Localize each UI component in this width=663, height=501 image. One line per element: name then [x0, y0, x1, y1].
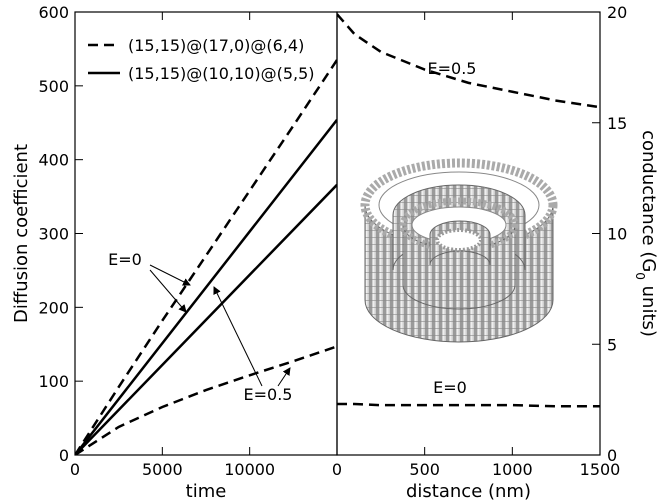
- plot-area: [75, 59, 337, 455]
- y2-tick-label: 20: [607, 3, 627, 22]
- y2-tick-label: 10: [607, 225, 627, 244]
- annotation: E=0: [433, 378, 467, 397]
- x-tick-label: 1500: [580, 460, 621, 479]
- y-tick-label: 100: [38, 372, 69, 391]
- y2-axis-title: conductance (G0 units): [633, 130, 659, 337]
- annotation-arrow: [213, 286, 263, 387]
- annotation: E=0.5: [244, 385, 293, 404]
- x-tick-label: 1000: [492, 460, 533, 479]
- annotation-arrow: [149, 264, 191, 286]
- y-tick-label: 300: [38, 225, 69, 244]
- x-tick-label: 0: [332, 460, 342, 479]
- data-line: [337, 13, 600, 109]
- annotation-arrow: [277, 367, 291, 387]
- x-tick-label: 500: [409, 460, 440, 479]
- nanotube-illustration: [360, 158, 558, 343]
- legend-label: (15,15)@(10,10)@(5,5): [128, 64, 315, 83]
- y2-tick-label: 15: [607, 114, 627, 133]
- x-tick-label: 0: [70, 460, 80, 479]
- annotation: E=0.5: [428, 59, 477, 78]
- y-axis-title: Diffusion coefficient: [11, 144, 32, 323]
- annotation-arrow: [149, 269, 187, 313]
- data-line: [75, 59, 337, 455]
- data-line: [337, 402, 600, 408]
- data-line: [75, 345, 337, 455]
- y2-tick-label: 0: [607, 446, 617, 465]
- x-tick-label: 5000: [142, 460, 183, 479]
- y2-axis-title-part: 0: [633, 272, 647, 280]
- y-tick-label: 500: [38, 77, 69, 96]
- data-line: [75, 119, 337, 455]
- y2-axis-title-part: conductance (G: [638, 130, 659, 272]
- y-tick-label: 600: [38, 3, 69, 22]
- x-tick-label: 10000: [224, 460, 275, 479]
- y-tick-label: 0: [59, 446, 69, 465]
- x-axis-title: distance (nm): [406, 481, 531, 501]
- y2-axis-title-part: units): [638, 280, 659, 337]
- y-tick-label: 200: [38, 298, 69, 317]
- data-line: [75, 183, 337, 455]
- annotation: E=0: [108, 250, 142, 269]
- y-tick-label: 400: [38, 151, 69, 170]
- legend-label: (15,15)@(17,0)@(6,4): [128, 36, 304, 55]
- plot-area: [337, 13, 600, 408]
- y2-tick-label: 5: [607, 335, 617, 354]
- x-axis-title: time: [186, 481, 227, 501]
